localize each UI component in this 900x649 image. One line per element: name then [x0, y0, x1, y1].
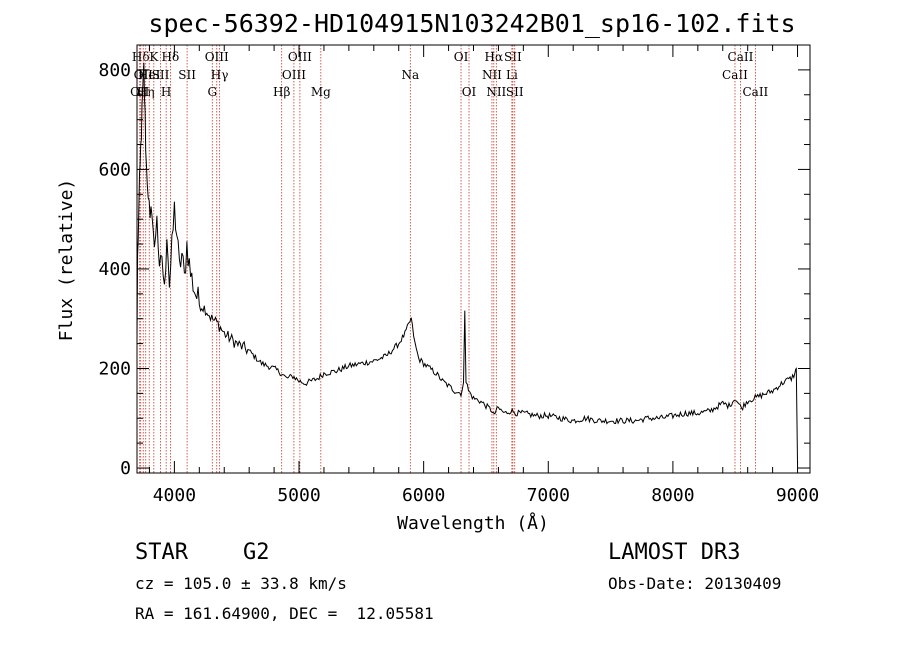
- spectrum-series-line: [136, 62, 798, 464]
- line-label: Na: [401, 68, 419, 82]
- line-label: CaII: [722, 68, 748, 82]
- line-label: Hη: [137, 85, 155, 99]
- x-tick-label: 7000: [527, 485, 570, 506]
- line-label: SII: [152, 68, 170, 82]
- x-tick-label: 4000: [153, 485, 196, 506]
- line-label: Hδ: [162, 50, 180, 64]
- redshift-cz: cz = 105.0 ± 33.8 km/s: [135, 574, 347, 593]
- line-label: OI: [454, 50, 469, 64]
- line-label: NII: [486, 85, 506, 99]
- line-label: CaII: [728, 50, 754, 64]
- line-label: OIII: [282, 68, 306, 82]
- x-tick-label: 5000: [277, 485, 320, 506]
- line-label: NII: [482, 68, 502, 82]
- x-tick-label: 6000: [402, 485, 445, 506]
- line-label: G: [207, 85, 217, 99]
- y-tick-label: 0: [120, 458, 131, 479]
- chart-title: spec-56392-HD104915N103242B01_sp16-102.f…: [148, 9, 795, 38]
- x-tick-label: 9000: [776, 485, 819, 506]
- survey-label: LAMOST DR3: [608, 540, 741, 565]
- observation-date: Obs-Date: 20130409: [608, 574, 782, 593]
- line-label: OI: [462, 85, 477, 99]
- x-axis-label: Wavelength (Å): [397, 512, 549, 534]
- line-label: OIII: [288, 50, 312, 64]
- line-label: Hβ: [273, 85, 290, 99]
- line-label: SII: [178, 68, 196, 82]
- y-axis-label: Flux (relative): [56, 179, 77, 342]
- line-label: H: [161, 85, 171, 99]
- y-tick-label: 600: [98, 159, 131, 180]
- object-subclass: G2: [243, 540, 270, 565]
- line-label: Mg: [311, 85, 331, 99]
- y-tick-label: 400: [98, 259, 131, 280]
- line-label: SII: [504, 50, 522, 64]
- object-class: STAR: [135, 540, 188, 565]
- axis-ticks: 4000 5000 6000 7000 8000 9000 0 200 400 600 800: [98, 44, 819, 506]
- x-tick-label: 8000: [651, 485, 694, 506]
- line-label: K: [149, 50, 159, 64]
- line-label: Hα: [485, 50, 504, 64]
- line-label: Hδ: [132, 50, 150, 64]
- line-label: Li: [506, 68, 518, 82]
- line-label: Hγ: [211, 68, 229, 82]
- emission-line-markers: OIIHδOIIHηHeIKSIIHHδSIIGOIIIHγHβOIIIOIII…: [130, 45, 769, 473]
- line-label: OIII: [205, 50, 229, 64]
- line-label: SII: [506, 85, 524, 99]
- ra-dec: RA = 161.64900, DEC = 12.05581: [135, 604, 434, 623]
- line-label: CaII: [742, 85, 768, 99]
- y-tick-label: 200: [98, 358, 131, 379]
- y-tick-label: 800: [98, 60, 131, 81]
- plot-frame: [136, 44, 811, 474]
